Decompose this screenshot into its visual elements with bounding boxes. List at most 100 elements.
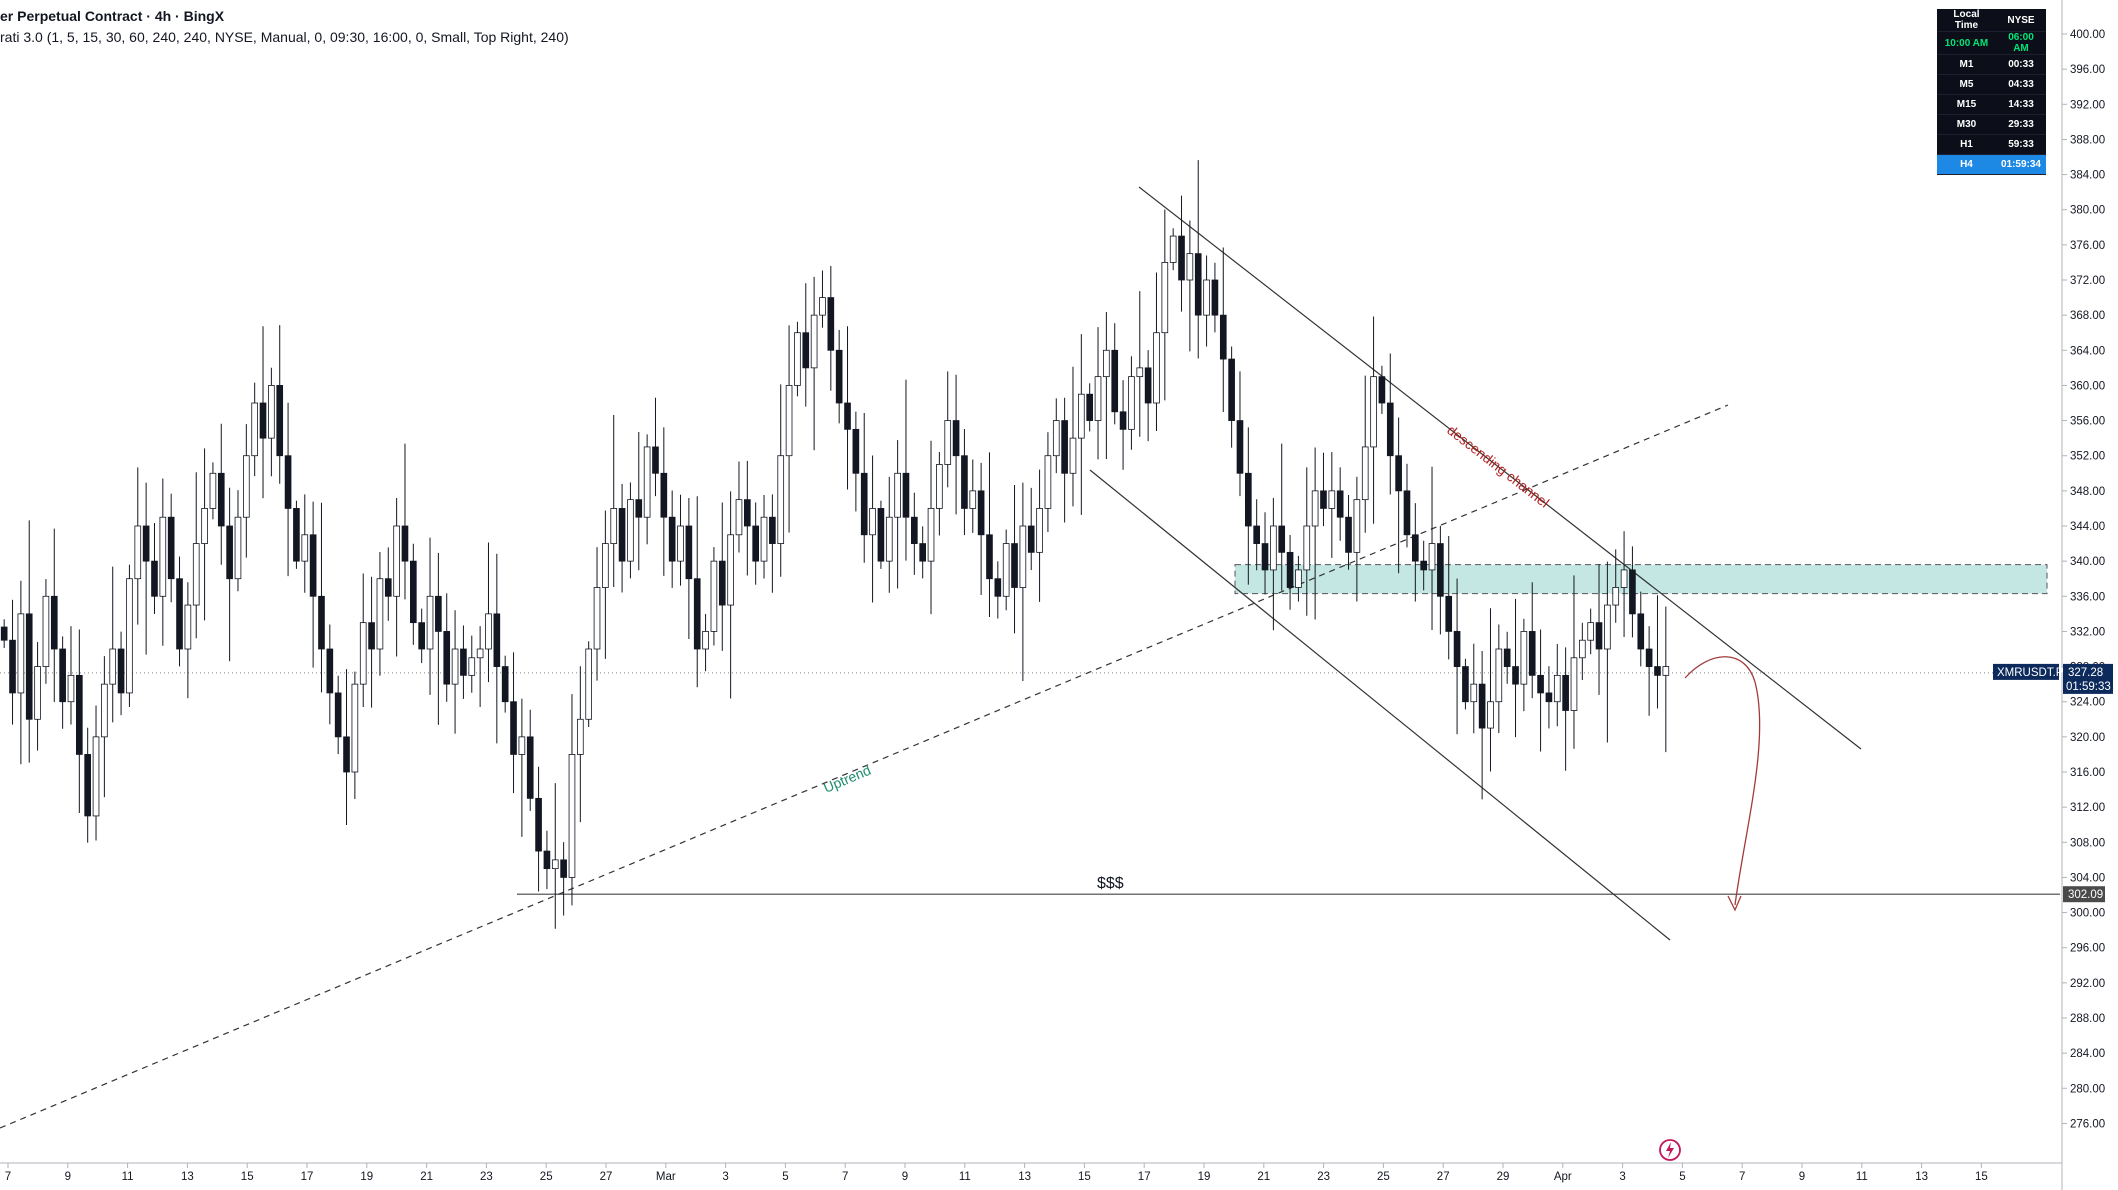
- candle-bull[interactable]: [485, 613, 492, 650]
- candle-bear[interactable]: [1236, 420, 1244, 474]
- candle-bull[interactable]: [1186, 253, 1194, 281]
- candle-bull[interactable]: [969, 490, 977, 509]
- candle-bull[interactable]: [735, 499, 743, 536]
- candle-bear[interactable]: [1011, 543, 1018, 588]
- candle-bull[interactable]: [1328, 490, 1336, 509]
- candle-bear[interactable]: [334, 692, 342, 738]
- candle-bull[interactable]: [1311, 490, 1319, 527]
- candle-bear[interactable]: [1403, 490, 1411, 536]
- time-axis[interactable]: 7 9 11 13 15 17 19 21 23 25 27 Mar 3 5 7 9 11 13 15 17 19 21 2…: [5, 1163, 1988, 1183]
- candle-bear[interactable]: [560, 859, 567, 878]
- candle-bear[interactable]: [752, 525, 759, 562]
- candle-bear[interactable]: [844, 402, 851, 430]
- candle-bear[interactable]: [877, 508, 885, 562]
- candle-bull[interactable]: [777, 455, 785, 544]
- candle-bear[interactable]: [1503, 648, 1511, 667]
- candle-bear[interactable]: [9, 639, 16, 694]
- candle-bull[interactable]: [67, 674, 75, 703]
- candle-bull[interactable]: [1128, 376, 1135, 430]
- candle-bull[interactable]: [209, 472, 217, 509]
- candle-bull[interactable]: [234, 516, 242, 580]
- candle-bear[interactable]: [1086, 393, 1093, 421]
- candle-bear[interactable]: [693, 578, 701, 650]
- candle-bull[interactable]: [243, 455, 250, 518]
- candle-bull[interactable]: [1169, 235, 1177, 263]
- channel-upper-line[interactable]: [1138, 186, 1862, 750]
- candle-bear[interactable]: [977, 490, 985, 536]
- candle-bear[interactable]: [435, 595, 442, 632]
- indicator-label[interactable]: rati 3.0 (1, 5, 15, 30, 60, 240, 240, NY…: [0, 29, 569, 45]
- candle-bull[interactable]: [1570, 657, 1578, 711]
- candle-bear[interactable]: [1420, 560, 1427, 571]
- candle-bear[interactable]: [1645, 648, 1653, 667]
- candle-bear[interactable]: [827, 297, 835, 351]
- candle-bear[interactable]: [151, 560, 158, 597]
- candle-bull[interactable]: [727, 534, 734, 606]
- candle-bull[interactable]: [610, 508, 618, 544]
- candle-bear[interactable]: [1144, 367, 1152, 404]
- candle-bear[interactable]: [1111, 349, 1119, 413]
- candle-bear[interactable]: [1219, 314, 1227, 360]
- candle-bear[interactable]: [526, 736, 534, 799]
- candle-bear[interactable]: [769, 516, 776, 544]
- candle-bear[interactable]: [1253, 525, 1260, 544]
- candle-bull[interactable]: [1002, 543, 1010, 597]
- candle-bear[interactable]: [994, 578, 1002, 597]
- candle-bear[interactable]: [1245, 472, 1252, 527]
- candle-bear[interactable]: [1545, 692, 1553, 703]
- candle-bull[interactable]: [126, 578, 133, 694]
- candle-bull[interactable]: [1303, 525, 1311, 571]
- candle-bull[interactable]: [885, 516, 893, 562]
- candle-bear[interactable]: [1261, 543, 1269, 571]
- candle-bull[interactable]: [1353, 499, 1361, 553]
- candle-bull[interactable]: [1620, 569, 1628, 588]
- candle-bull[interactable]: [1361, 446, 1369, 501]
- candle-bull[interactable]: [268, 385, 275, 439]
- candle-bear[interactable]: [384, 578, 392, 597]
- candle-bear[interactable]: [1386, 402, 1394, 457]
- candle-bear[interactable]: [1637, 613, 1645, 650]
- price-axis[interactable]: 276.00 280.00 284.00 288.00 292.00 296.00 300.…: [2062, 29, 2105, 1130]
- candle-bear[interactable]: [142, 525, 150, 562]
- candle-bear[interactable]: [1562, 674, 1569, 711]
- candle-bear[interactable]: [1178, 235, 1185, 281]
- candle-bull[interactable]: [359, 622, 367, 685]
- candle-bull[interactable]: [393, 525, 400, 597]
- candle-bear[interactable]: [1478, 683, 1486, 729]
- candle-bull[interactable]: [301, 534, 309, 562]
- candle-bear[interactable]: [1345, 516, 1352, 553]
- candle-bull[interactable]: [34, 666, 41, 720]
- candle-bull[interactable]: [376, 578, 384, 650]
- candle-bull[interactable]: [1612, 587, 1620, 606]
- candle-bull[interactable]: [927, 508, 935, 562]
- candle-bear[interactable]: [685, 525, 693, 580]
- candle-bear[interactable]: [1378, 376, 1386, 404]
- candle-bull[interactable]: [944, 420, 952, 465]
- candle-bear[interactable]: [493, 613, 501, 667]
- candle-bear[interactable]: [326, 648, 334, 694]
- candle-bear[interactable]: [1412, 534, 1419, 562]
- candle-bear[interactable]: [117, 648, 125, 694]
- candle-bull[interactable]: [1036, 508, 1043, 553]
- candle-bull[interactable]: [1470, 683, 1478, 703]
- candle-bull[interactable]: [1078, 393, 1085, 439]
- candle-bull[interactable]: [201, 508, 208, 544]
- candle-bear[interactable]: [1286, 551, 1294, 588]
- candle-bear[interactable]: [618, 508, 626, 562]
- candle-bull[interactable]: [677, 525, 684, 562]
- lightning-bolt-icon[interactable]: [1658, 1138, 1682, 1162]
- candle-bear[interactable]: [860, 472, 868, 536]
- candle-bull[interactable]: [1094, 376, 1102, 421]
- candle-bear[interactable]: [911, 516, 918, 544]
- candle-bear[interactable]: [1395, 455, 1402, 492]
- candle-bear[interactable]: [410, 560, 417, 624]
- candle-bull[interactable]: [1295, 569, 1302, 588]
- candle-bear[interactable]: [368, 622, 375, 650]
- candle-bull[interactable]: [894, 472, 901, 518]
- candle-bear[interactable]: [652, 446, 659, 474]
- candle-bear[interactable]: [1528, 631, 1536, 676]
- candle-bull[interactable]: [568, 754, 576, 878]
- candle-bull[interactable]: [1052, 420, 1060, 457]
- candle-bear[interactable]: [1595, 622, 1603, 650]
- candle-bull[interactable]: [109, 648, 117, 685]
